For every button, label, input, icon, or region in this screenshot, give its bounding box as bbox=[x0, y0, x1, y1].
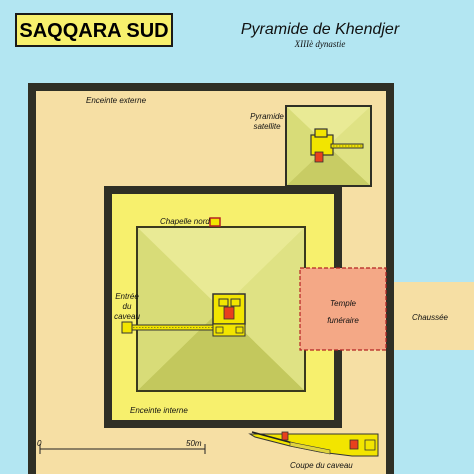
chamber-section: Coupe du caveau bbox=[248, 431, 379, 470]
north-chapel-label: Chapelle nord bbox=[160, 217, 210, 226]
satellite-sarcophagus bbox=[314, 151, 324, 163]
scale-end-label: 50m bbox=[186, 439, 202, 448]
causeway-label: Chaussée bbox=[412, 313, 449, 322]
entrance-label-line2: du bbox=[123, 302, 132, 311]
entrance-stair bbox=[121, 321, 133, 334]
site-title: SAQQARA SUD bbox=[19, 20, 168, 42]
burial-chamber-complex bbox=[121, 293, 246, 337]
causeway bbox=[385, 282, 474, 350]
site-title-box: SAQQARA SUD bbox=[15, 13, 173, 47]
entrance-label-line3: caveau bbox=[114, 312, 140, 321]
satellite-label-line1: Pyramide bbox=[250, 112, 284, 121]
page-title: Pyramide de Khendjer bbox=[241, 21, 400, 38]
entrance-label-line1: Entrée bbox=[115, 292, 139, 301]
inner-wall-label: Enceinte interne bbox=[130, 406, 188, 415]
section-label: Coupe du caveau bbox=[290, 461, 353, 470]
satellite-chambers bbox=[310, 128, 364, 163]
scale-start-label: 0 bbox=[37, 439, 42, 448]
satellite-pyramid bbox=[285, 105, 372, 187]
scale-bar: 0 50m bbox=[37, 439, 206, 454]
dynasty-subtitle: XIIIè dynastie bbox=[294, 39, 346, 49]
outer-wall-label: Enceinte externe bbox=[86, 96, 147, 105]
satellite-label-line2: satellite bbox=[253, 122, 281, 131]
temple-label-line1: Temple bbox=[330, 299, 356, 308]
sarcophagus bbox=[223, 306, 235, 320]
north-chapel bbox=[209, 217, 221, 227]
temple-label-line2: funéraire bbox=[327, 316, 359, 325]
funerary-temple bbox=[299, 267, 387, 351]
